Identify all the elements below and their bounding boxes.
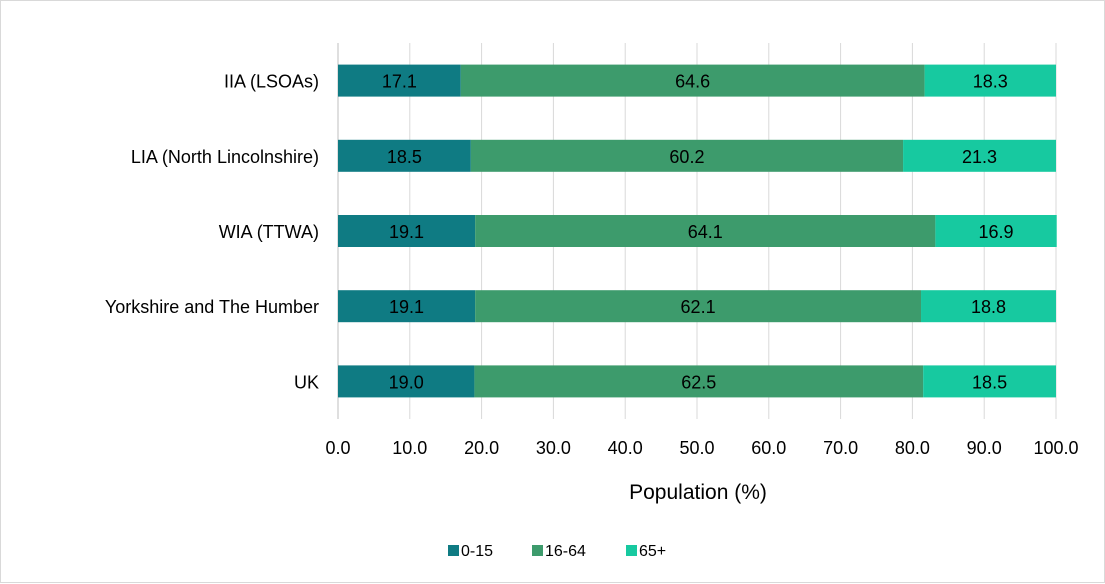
x-tick-labels: 0.0 10.0 20.0 30.0 40.0 50.0 60.0 70.0 80.0 90.0 1… — [325, 438, 1078, 458]
legend-swatch — [448, 545, 459, 556]
data-label: 62.1 — [681, 297, 716, 317]
bar-segment — [921, 290, 1056, 323]
data-label: 64.1 — [688, 222, 723, 242]
bar-segment — [338, 365, 475, 398]
data-label: 62.5 — [681, 372, 716, 392]
bar-segment — [338, 64, 461, 97]
bar-segment — [935, 215, 1057, 247]
data-label: 18.8 — [971, 297, 1006, 317]
legend: 0-15 16-64 65+ — [448, 543, 666, 560]
bars: 17.1 64.6 18.3 18.5 60.2 21.3 19.1 64.1 16.9 19.1… — [338, 64, 1057, 398]
category-labels: IIA (LSOAs) LIA (North Lincolnshire) WIA (… — [105, 72, 319, 393]
data-label: 16.9 — [979, 222, 1014, 242]
x-tick-label: 90.0 — [967, 438, 1002, 458]
category-label: Yorkshire and The Humber — [105, 297, 319, 317]
legend-swatch — [626, 545, 637, 556]
category-label: WIA (TTWA) — [219, 222, 319, 242]
legend-label: 0-15 — [461, 543, 493, 560]
data-label: 18.5 — [972, 372, 1007, 392]
bar-segment — [924, 64, 1056, 97]
x-tick-label: 40.0 — [608, 438, 643, 458]
bar-segment — [903, 139, 1056, 172]
data-label: 18.5 — [387, 147, 422, 167]
data-label: 19.0 — [389, 372, 424, 392]
legend-label: 16-64 — [545, 543, 586, 560]
x-tick-label: 50.0 — [679, 438, 714, 458]
x-axis-title: Population (%) — [629, 481, 767, 504]
data-label: 19.1 — [389, 297, 424, 317]
x-tick-label: 80.0 — [895, 438, 930, 458]
bar-segment — [923, 365, 1056, 398]
bar-segment — [475, 215, 936, 247]
x-tick-label: 0.0 — [325, 438, 350, 458]
bar-segment — [474, 365, 924, 398]
bar-segment — [460, 64, 925, 97]
data-label: 19.1 — [389, 222, 424, 242]
data-label: 21.3 — [962, 147, 997, 167]
bar-segment — [338, 139, 471, 172]
category-label: IIA (LSOAs) — [224, 72, 319, 92]
bar-segment — [338, 215, 476, 247]
data-label: 18.3 — [973, 72, 1008, 92]
legend-swatch — [532, 545, 543, 556]
x-tick-label: 100.0 — [1033, 438, 1078, 458]
x-tick-label: 20.0 — [464, 438, 499, 458]
category-label: LIA (North Lincolnshire) — [131, 147, 319, 167]
x-tick-label: 30.0 — [536, 438, 571, 458]
x-tick-label: 10.0 — [392, 438, 427, 458]
legend-label: 65+ — [639, 543, 666, 560]
data-label: 64.6 — [675, 72, 710, 92]
data-label: 17.1 — [382, 72, 417, 92]
bar-segment — [470, 139, 904, 172]
bar-segment — [475, 290, 922, 323]
x-tick-label: 60.0 — [751, 438, 786, 458]
data-label: 60.2 — [669, 147, 704, 167]
category-label: UK — [294, 372, 319, 392]
x-tick-label: 70.0 — [823, 438, 858, 458]
bar-segment — [338, 290, 476, 323]
